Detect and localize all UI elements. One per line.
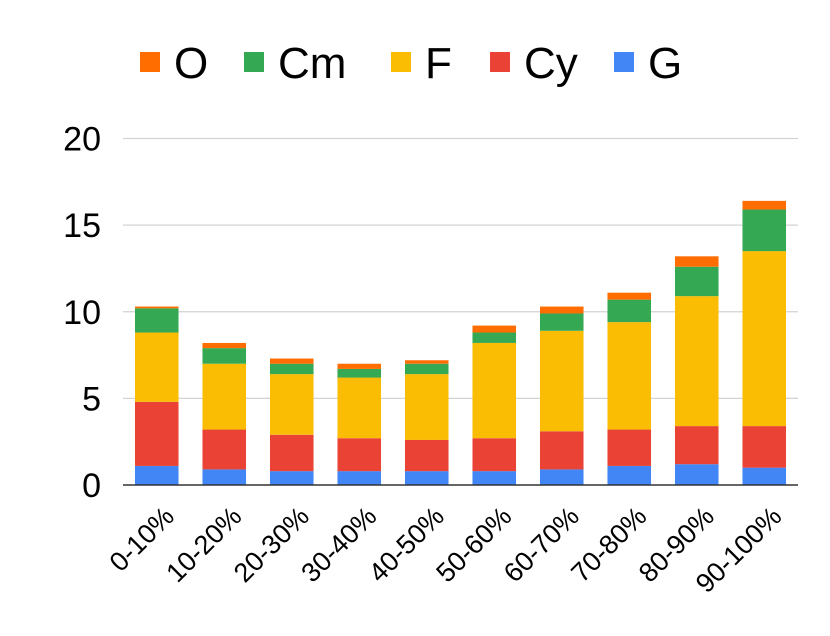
y-tick-label: 20 bbox=[63, 121, 101, 159]
bar-g-0-10 bbox=[134, 465, 179, 485]
bar-f-70-80 bbox=[607, 322, 652, 430]
bar-o-10-20 bbox=[202, 342, 247, 349]
x-tick-label: 50-60% bbox=[430, 501, 517, 588]
x-tick-label: 30-40% bbox=[295, 501, 382, 588]
bar-cy-10-20 bbox=[202, 429, 247, 470]
legend-swatch-o bbox=[140, 52, 160, 72]
x-tick-label: 70-80% bbox=[565, 501, 652, 588]
bar-cm-10-20 bbox=[202, 348, 247, 364]
legend-swatch-g bbox=[614, 52, 634, 72]
bar-cy-50-60 bbox=[472, 438, 517, 472]
bar-cm-80-90 bbox=[674, 266, 719, 297]
legend: O Cm F Cy G bbox=[140, 39, 682, 88]
x-tick-label: 40-50% bbox=[363, 501, 450, 588]
bar-f-50-60 bbox=[472, 342, 517, 439]
x-tick-label: 60-70% bbox=[498, 501, 585, 588]
bar-f-90-100 bbox=[742, 251, 787, 427]
bar-g-10-20 bbox=[202, 469, 247, 485]
x-tick-label: 20-30% bbox=[228, 501, 315, 588]
bar-cm-90-100 bbox=[742, 209, 787, 252]
x-tick-label: 10-20% bbox=[160, 501, 247, 588]
x-axis-ticks: 0-10%10-20%20-30%30-40%40-50%50-60%60-70… bbox=[104, 501, 788, 599]
bar-o-0-10 bbox=[134, 306, 179, 309]
bar-o-90-100 bbox=[742, 200, 787, 210]
bar-g-30-40 bbox=[337, 471, 382, 485]
legend-label-f: F bbox=[425, 39, 452, 88]
bar-o-40-50 bbox=[404, 360, 449, 364]
bar-o-20-30 bbox=[269, 358, 314, 364]
bar-o-30-40 bbox=[337, 363, 382, 369]
y-tick-label: 15 bbox=[63, 207, 101, 245]
bar-cm-0-10 bbox=[134, 308, 179, 333]
bar-g-50-60 bbox=[472, 471, 517, 485]
bar-f-30-40 bbox=[337, 377, 382, 439]
bar-f-40-50 bbox=[404, 374, 449, 440]
bar-g-90-100 bbox=[742, 467, 787, 485]
bar-cy-30-40 bbox=[337, 438, 382, 472]
bar-f-80-90 bbox=[674, 296, 719, 427]
legend-label-cy: Cy bbox=[524, 39, 578, 88]
bar-f-20-30 bbox=[269, 374, 314, 435]
bars bbox=[134, 200, 787, 485]
bar-cm-30-40 bbox=[337, 368, 382, 378]
legend-swatch-cy bbox=[490, 52, 510, 72]
bar-cy-20-30 bbox=[269, 434, 314, 472]
bar-cy-40-50 bbox=[404, 439, 449, 472]
y-tick-label: 0 bbox=[82, 467, 101, 505]
bar-g-60-70 bbox=[539, 469, 584, 485]
legend-label-cm: Cm bbox=[278, 39, 346, 88]
bar-f-10-20 bbox=[202, 363, 247, 430]
bar-cy-90-100 bbox=[742, 426, 787, 468]
bar-g-40-50 bbox=[404, 471, 449, 485]
legend-label-g: G bbox=[648, 39, 682, 88]
y-axis-ticks: 0 5 10 15 20 bbox=[63, 121, 101, 506]
bar-o-60-70 bbox=[539, 306, 584, 314]
bar-o-80-90 bbox=[674, 256, 719, 267]
bar-cm-70-80 bbox=[607, 299, 652, 323]
legend-swatch-cm bbox=[244, 52, 264, 72]
bar-cm-20-30 bbox=[269, 363, 314, 375]
bar-f-60-70 bbox=[539, 330, 584, 432]
bar-cy-0-10 bbox=[134, 401, 179, 466]
legend-swatch-f bbox=[391, 52, 411, 72]
bar-g-70-80 bbox=[607, 465, 652, 485]
bar-cy-70-80 bbox=[607, 429, 652, 466]
y-tick-label: 5 bbox=[82, 380, 101, 418]
bar-cy-60-70 bbox=[539, 431, 584, 470]
bar-g-80-90 bbox=[674, 464, 719, 485]
bar-cm-50-60 bbox=[472, 332, 517, 343]
bar-cy-80-90 bbox=[674, 426, 719, 465]
y-tick-label: 10 bbox=[63, 294, 101, 332]
legend-label-o: O bbox=[174, 39, 208, 88]
bar-f-0-10 bbox=[134, 332, 179, 402]
bar-cm-60-70 bbox=[539, 313, 584, 331]
bar-o-50-60 bbox=[472, 325, 517, 333]
bar-g-20-30 bbox=[269, 471, 314, 485]
bar-o-70-80 bbox=[607, 292, 652, 300]
bar-cm-40-50 bbox=[404, 363, 449, 375]
